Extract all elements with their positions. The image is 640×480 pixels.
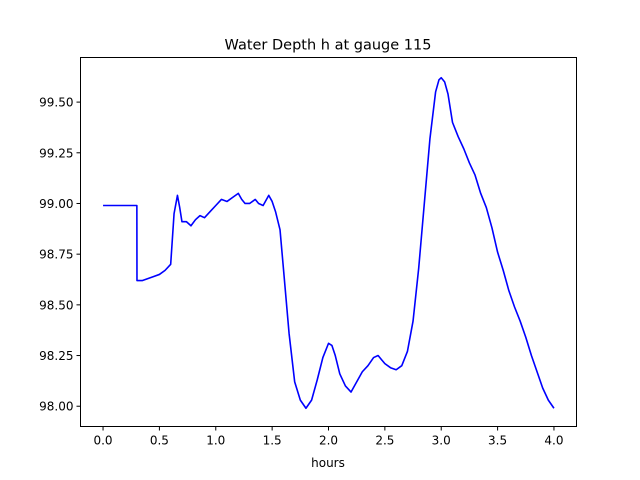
y-tick-label: 98.75 — [39, 248, 73, 262]
y-tick-label: 99.50 — [39, 96, 73, 110]
axes-frame — [80, 57, 577, 427]
y-tick-label: 98.25 — [39, 349, 73, 363]
x-tick-label: 3.0 — [432, 434, 451, 448]
x-tick-label: 0.5 — [150, 434, 169, 448]
x-tick-label: 4.0 — [544, 434, 563, 448]
plot-area — [103, 76, 555, 410]
x-axis-label: hours — [311, 456, 345, 470]
y-tick-label: 99.25 — [39, 146, 73, 160]
chart-title: Water Depth h at gauge 115 — [225, 38, 432, 54]
series-line-0 — [103, 76, 555, 410]
x-tick-label: 1.0 — [206, 434, 225, 448]
x-tick-label: 2.5 — [375, 434, 394, 448]
x-axis-ticks: 0.0 0.5 1.0 1.5 2.0 2.5 3.0 3.5 4.0 — [93, 426, 564, 448]
y-tick-label: 99.00 — [39, 197, 73, 211]
x-tick-label: 0.0 — [93, 434, 112, 448]
x-tick-label: 1.5 — [263, 434, 282, 448]
y-tick-label: 98.50 — [39, 298, 73, 312]
x-tick-label: 3.5 — [488, 434, 507, 448]
y-axis-ticks: 98.00 98.25 98.50 98.75 99.00 99.25 99.50 — [39, 96, 81, 414]
y-tick-label: 98.00 — [39, 400, 73, 414]
x-tick-label: 2.0 — [319, 434, 338, 448]
